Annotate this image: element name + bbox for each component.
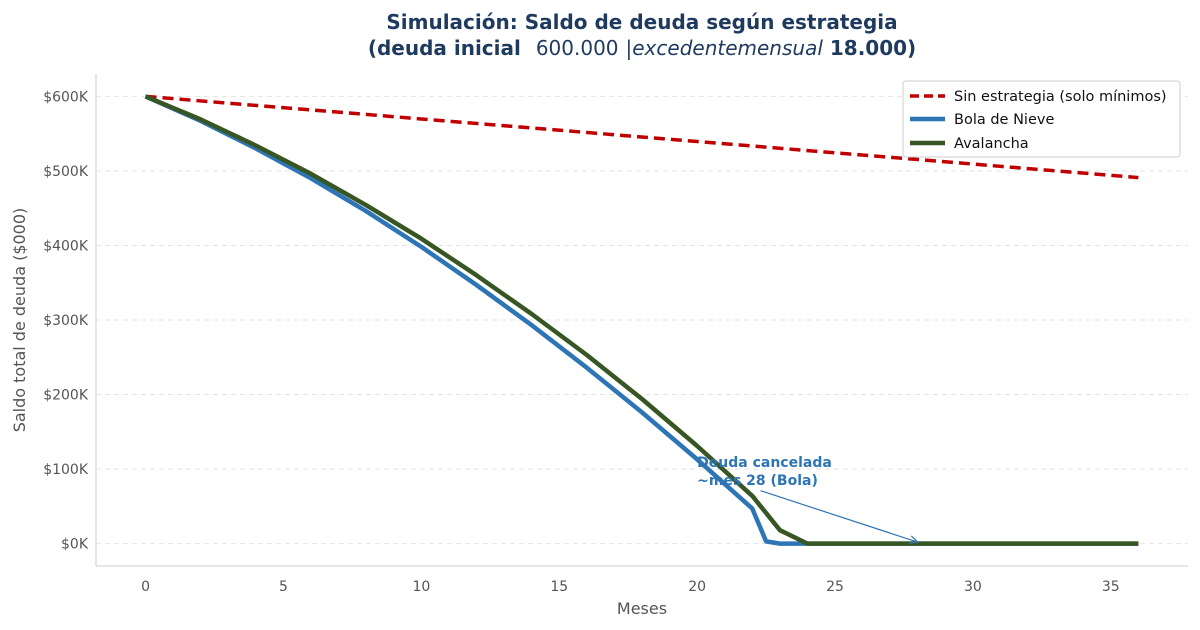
y-tick-label: $400K (43, 238, 89, 254)
annotation-arrow-line (760, 490, 918, 543)
series-line-sin-estrategia-solo-minimos (145, 94, 1139, 180)
legend-label-avalancha: Avalancha (954, 136, 1029, 152)
chart-title-line2: (deuda inicial 600.000 |excedentemensual… (368, 36, 916, 60)
title-part-bold-b: 18.000) (830, 36, 916, 60)
y-tick-label: $0K (61, 537, 89, 553)
x-tick-label: 10 (412, 579, 430, 595)
x-tick-label: 30 (964, 579, 982, 595)
x-tick-label: 0 (141, 579, 150, 595)
x-tick-label: 5 (279, 579, 288, 595)
title-part-normal: 600.000 (536, 36, 619, 60)
grid-layer (96, 95, 1188, 545)
series-layer (144, 94, 1139, 546)
x-tick-label: 35 (1102, 579, 1120, 595)
legend-box (902, 80, 1181, 158)
x-tick-label: 20 (688, 579, 706, 595)
y-tick-label: $200K (43, 388, 89, 404)
x-tick-label: 25 (826, 579, 844, 595)
tick-layer: $0K $100K $200K $300K $400K $500K $600K 0 5 10 15 2… (43, 89, 1120, 595)
y-tick-label: $100K (43, 462, 89, 478)
y-tick-label: $600K (43, 89, 89, 105)
legend: Sin estrategia (solo mínimos) Bola de Ni… (902, 80, 1181, 158)
annotation-arrow-head (908, 535, 920, 544)
title-part-bold-a: (deuda inicial (368, 36, 521, 60)
chart-title-line1: Simulación: Saldo de deuda según estrate… (386, 10, 897, 34)
y-axis-label: Saldo total de deuda ($000) (10, 208, 29, 433)
y-tick-label: $300K (43, 313, 89, 329)
legend-label-sin-estrategia: Sin estrategia (solo mínimos) (954, 89, 1167, 105)
annotation-text-line1: Deuda cancelada (697, 455, 832, 471)
series-line-bola-de-nieve (144, 94, 1139, 546)
x-tick-label: 15 (550, 579, 568, 595)
legend-label-bola-de-nieve: Bola de Nieve (954, 112, 1054, 128)
series-line-avalancha (144, 94, 1139, 546)
annotation-text-line2: ~mes 28 (Bola) (697, 473, 818, 489)
y-tick-label: $500K (43, 164, 89, 180)
annotation-layer: Deuda cancelada ~mes 28 (Bola) (697, 455, 920, 544)
title-part-italic: |excedentemensual (626, 36, 824, 60)
x-axis-label: Meses (617, 599, 667, 618)
